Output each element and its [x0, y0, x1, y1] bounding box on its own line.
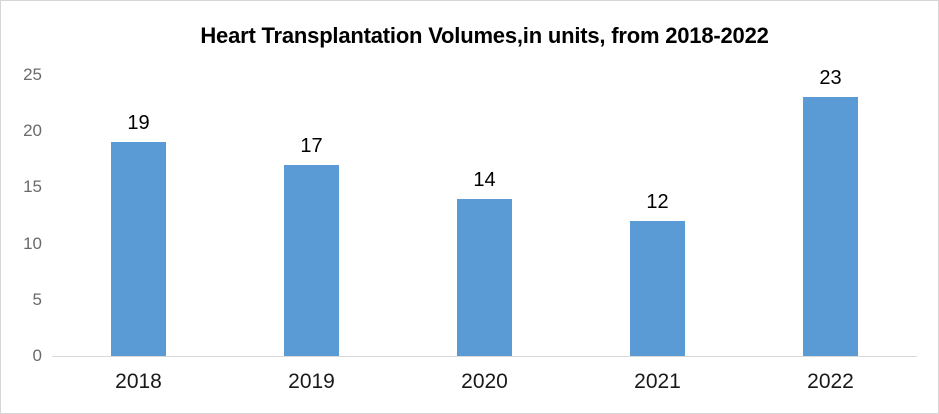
bar-2018: [111, 142, 166, 356]
bar-2020: [457, 198, 512, 356]
y-axis-tick-label: 15: [23, 177, 42, 197]
x-axis-label-2022: 2022: [807, 370, 854, 393]
data-label-2018: 19: [127, 112, 150, 135]
x-axis-label-2021: 2021: [634, 370, 681, 393]
data-label-2020: 14: [473, 168, 496, 191]
y-axis-tick-label: 20: [23, 121, 42, 141]
y-axis-tick-label: 5: [32, 289, 42, 309]
data-label-2019: 17: [300, 134, 323, 157]
x-axis-label-2018: 2018: [115, 370, 162, 393]
y-axis-tick-label: 25: [23, 65, 42, 84]
y-axis-tick-label: 10: [23, 233, 42, 253]
data-label-2022: 23: [819, 67, 842, 90]
bar-2021: [630, 221, 685, 356]
x-axis-label-2019: 2019: [288, 370, 335, 393]
bar-2022: [803, 97, 858, 356]
x-axis-label-2020: 2020: [461, 370, 508, 393]
y-axis-tick-label: 0: [32, 346, 42, 365]
plot-area: 0 5 10 15 20 25 19 2018 17 2019 14 2020 12 2021 23 2022: [23, 65, 917, 393]
chart-title: Heart Transplantation Volumes,in units, …: [200, 23, 769, 48]
bar-2019: [284, 164, 339, 356]
data-label-2021: 12: [646, 191, 669, 214]
